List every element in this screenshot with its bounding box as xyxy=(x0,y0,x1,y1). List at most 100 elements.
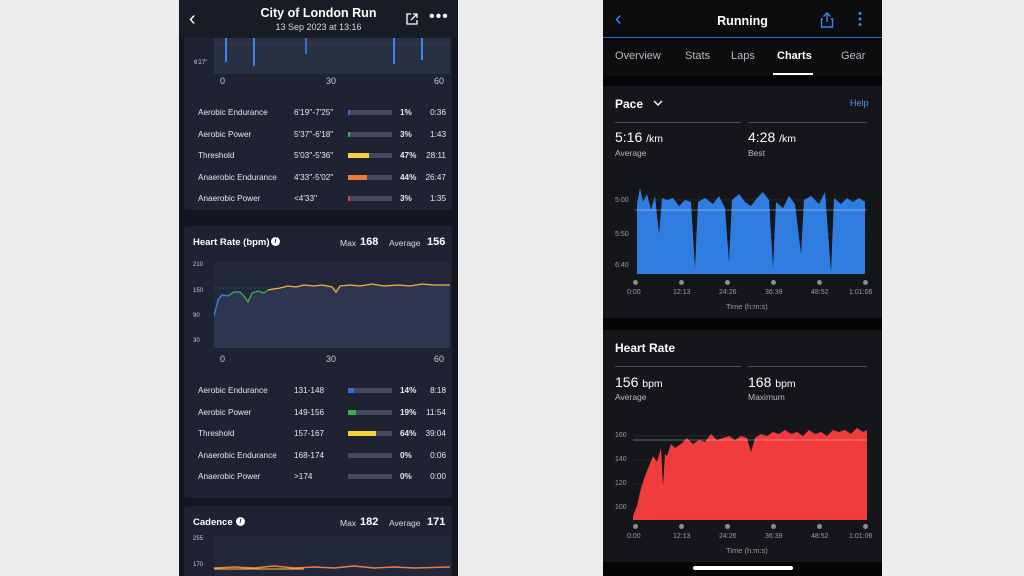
zone-bar-fill xyxy=(348,110,350,115)
tab-gear[interactable]: Gear xyxy=(841,50,866,62)
hr-y-tick: 100 xyxy=(615,504,627,511)
zone-row: Anaerobic Endurance 168-174 0% 0:06 xyxy=(198,449,448,463)
pace-x-tick: 30 xyxy=(326,76,337,86)
zone-bar-track xyxy=(348,431,392,436)
hr-area-chart xyxy=(633,428,867,520)
cadence-card: Cadence i Max 182 Average 171 255 170 xyxy=(184,506,452,576)
left-phone-screen: ‹ City of London Run 13 Sep 2023 at 13:1… xyxy=(179,0,458,576)
active-tab-indicator xyxy=(773,73,813,75)
hr-x-axis-label: Time (h:m:s) xyxy=(726,546,768,555)
zone-bar-track xyxy=(348,196,392,201)
zone-name: Aerobic Endurance xyxy=(198,108,268,117)
time-x-tick: 48:52 xyxy=(811,533,829,540)
zone-row: Anaerobic Power <4'33'' 3% 1:35 xyxy=(198,192,448,206)
hr-maximum-value: 168 bpm xyxy=(748,374,796,390)
zone-name: Threshold xyxy=(198,151,235,160)
chevron-down-icon[interactable] xyxy=(653,99,663,107)
zone-name: Aerobic Power xyxy=(198,129,252,139)
right-phone-screen: ‹ Running Overview Stats Laps Charts Gea… xyxy=(603,0,882,576)
zone-bar-track xyxy=(348,153,392,158)
activity-title: City of London Run xyxy=(260,6,377,20)
hr-x-tick: 60 xyxy=(434,354,445,364)
running-header: ‹ Running xyxy=(603,0,882,38)
zone-range: >174 xyxy=(294,472,313,481)
zone-range: 149-156 xyxy=(294,407,325,417)
more-options-icon[interactable]: ••• xyxy=(429,8,449,25)
zone-name: Anaerobic Power xyxy=(198,472,261,481)
info-icon[interactable]: i xyxy=(271,237,280,246)
cadence-y-tick: 170 xyxy=(193,562,204,568)
zone-percent: 0% xyxy=(400,472,412,481)
share-icon[interactable] xyxy=(820,12,834,28)
zone-range: 131-148 xyxy=(294,386,325,395)
time-axis-dot xyxy=(770,280,776,285)
hr-maximum-label: Maximum xyxy=(748,392,785,402)
back-chevron-icon[interactable]: ‹ xyxy=(615,8,622,30)
zone-percent: 64% xyxy=(400,429,417,438)
zone-time: 1:35 xyxy=(430,194,446,203)
zone-percent: 14% xyxy=(400,386,417,395)
pace-title[interactable]: Pace xyxy=(615,97,644,111)
time-axis-dot xyxy=(678,524,684,529)
zone-percent: 44% xyxy=(400,172,417,182)
back-chevron-icon[interactable]: ‹ xyxy=(189,8,196,30)
zone-range: 5'03''-5'36'' xyxy=(294,151,334,160)
pace-average-value: 5:16 /km xyxy=(615,129,664,145)
tab-laps[interactable]: Laps xyxy=(731,50,755,62)
pace-y-tick: 6:40 xyxy=(615,262,629,269)
pace-average-label: Average xyxy=(615,148,647,158)
more-options-icon[interactable] xyxy=(857,11,863,27)
zone-bar-track xyxy=(348,110,392,115)
activity-header: ‹ City of London Run 13 Sep 2023 at 13:1… xyxy=(179,0,458,38)
hr-mini-chart xyxy=(214,262,450,348)
info-icon[interactable]: i xyxy=(236,517,245,526)
pace-y-tick: 5:50 xyxy=(615,231,629,238)
time-axis-dot xyxy=(632,524,638,529)
zone-bar-fill xyxy=(348,153,369,158)
zone-percent: 1% xyxy=(400,108,412,117)
zone-range: 168-174 xyxy=(294,450,325,460)
zone-range: 4'33''-5'02'' xyxy=(294,172,334,182)
home-indicator xyxy=(693,566,793,570)
zone-time: 26:47 xyxy=(425,172,447,182)
tab-charts[interactable]: Charts xyxy=(777,50,812,62)
zone-bar-track xyxy=(348,474,392,479)
time-x-tick: 48:52 xyxy=(811,289,829,296)
hr-average-value: 156 bpm xyxy=(615,374,663,390)
zone-time: 8:18 xyxy=(430,386,446,395)
zone-time: 11:54 xyxy=(426,407,446,417)
zone-range: <4'33'' xyxy=(294,194,318,203)
time-axis-dot xyxy=(862,280,868,285)
zone-name: Threshold xyxy=(198,429,235,438)
zone-row: Aerobic Endurance 131-148 14% 8:18 xyxy=(198,384,448,398)
hr-max-label: Max xyxy=(340,238,357,248)
zone-percent: 3% xyxy=(400,129,412,139)
time-axis-dot xyxy=(632,280,638,285)
zone-range: 5'37''-6'18'' xyxy=(294,129,334,139)
zone-bar-track xyxy=(348,388,392,393)
tab-overview[interactable]: Overview xyxy=(615,50,661,62)
help-link[interactable]: Help xyxy=(850,98,869,108)
time-x-tick: 12:13 xyxy=(673,533,691,540)
hr-y-tick: 160 xyxy=(615,432,627,439)
hr-y-tick: 140 xyxy=(615,456,627,463)
zone-row: Threshold 157-167 64% 39:04 xyxy=(198,427,448,441)
hr-y-tick: 150 xyxy=(193,288,204,294)
zone-range: 157-167 xyxy=(294,429,325,438)
time-axis-dot xyxy=(816,524,822,529)
divider xyxy=(748,122,867,123)
page-title: Running xyxy=(717,14,768,28)
time-axis-dot xyxy=(724,280,730,285)
zone-name: Anaerobic Endurance xyxy=(198,450,277,460)
time-x-tick: 0:00 xyxy=(627,289,641,296)
time-axis-dot xyxy=(678,280,684,285)
zone-bar-track xyxy=(348,131,392,137)
hr-avg-label: Average xyxy=(389,238,421,248)
time-x-tick: 36:39 xyxy=(765,533,783,540)
cadence-y-tick: 255 xyxy=(193,536,204,542)
pace-area-chart xyxy=(635,188,867,274)
share-icon[interactable] xyxy=(405,12,419,26)
hr-y-tick: 210 xyxy=(193,262,204,268)
tab-stats[interactable]: Stats xyxy=(685,50,711,62)
cadence-avg-label: Average xyxy=(389,518,421,528)
